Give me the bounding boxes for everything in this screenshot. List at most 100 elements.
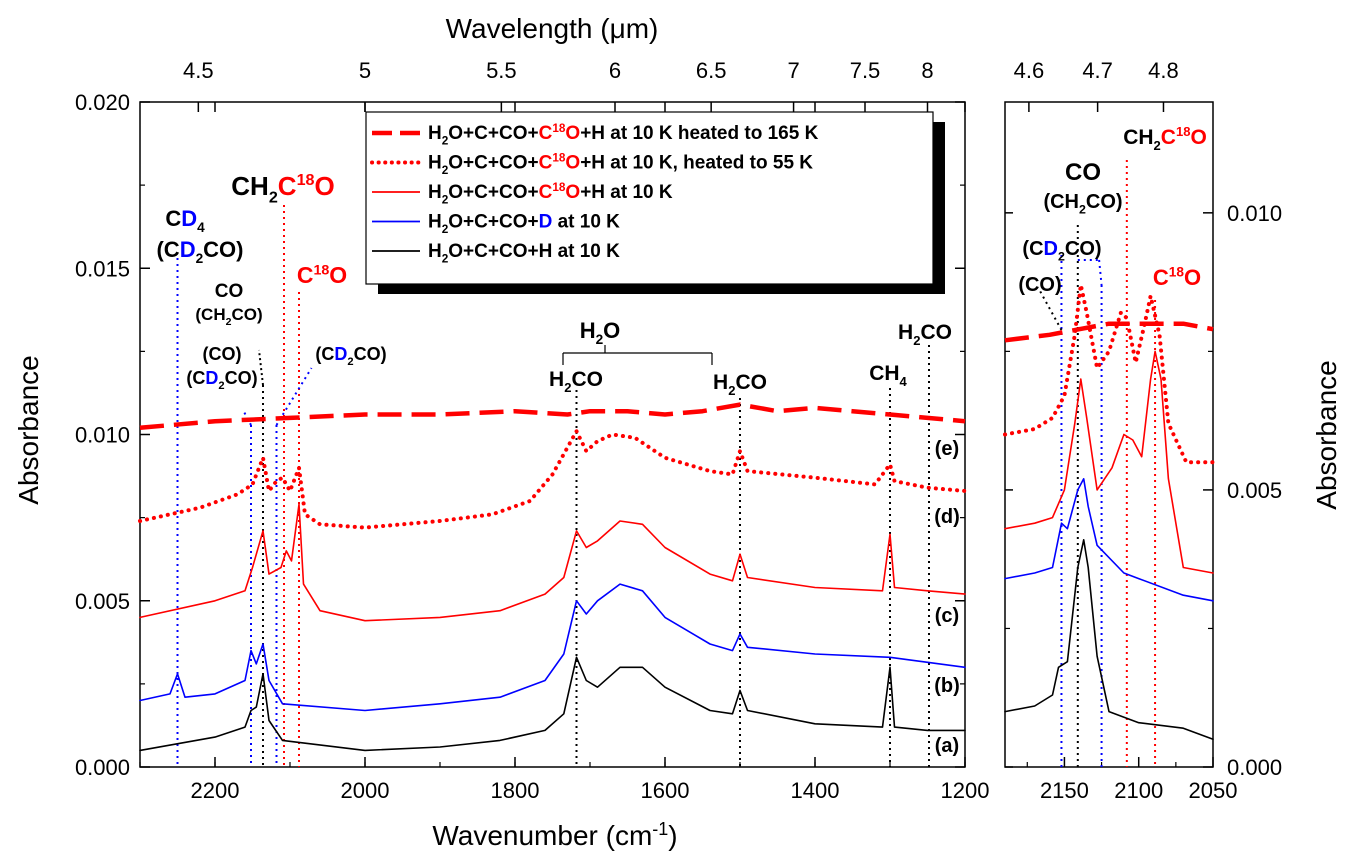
annotation-part: 18	[552, 181, 566, 194]
annotation-part: D	[539, 212, 553, 233]
annotation-part: 4	[197, 220, 205, 235]
series-d-line-inset	[1003, 282, 1215, 465]
top-tick-label: 4.5	[183, 58, 214, 83]
annotation-part: 18	[552, 151, 566, 164]
annotation-part: 2	[564, 380, 571, 395]
cd2co-label-inset: (CD2​CO)	[1022, 238, 1101, 264]
annotation-part: 2	[728, 383, 735, 398]
top-tick-label: 6	[609, 58, 621, 83]
annotation-part: H	[428, 212, 442, 233]
annotation-part: CO)	[231, 305, 262, 324]
annotation-part: 2	[226, 316, 232, 328]
annotation-part: C	[165, 206, 181, 231]
top-tick-label: 5	[359, 58, 371, 83]
h2co-label: H2​CO	[713, 371, 767, 398]
ch2c18o-label: CH2​C18​O	[231, 171, 334, 206]
ch4-label: CH4​	[869, 362, 907, 389]
annotation-part: D	[334, 344, 347, 364]
annotation-part: O+C+CO+	[448, 123, 538, 144]
annotation-part: CH	[1123, 126, 1153, 149]
curve-label: (a)	[935, 735, 959, 757]
ch2c18o-label-inset: CH2​C18​O	[1123, 124, 1207, 153]
top-tick-label: 8	[921, 58, 933, 83]
series-e-line	[139, 402, 966, 431]
annotation-part: 18	[297, 171, 315, 189]
co-paren-label-inset: (CO)	[1018, 274, 1061, 296]
annotation-part: 2	[442, 193, 449, 206]
co-label-inset: CO	[1065, 159, 1101, 186]
annotation-part: O	[565, 182, 580, 203]
curve-label: (d)	[934, 506, 960, 528]
annotation-part: 2	[596, 332, 604, 347]
top-tick-label: 4.8	[1148, 58, 1179, 83]
annotation-part: C	[297, 262, 314, 288]
annotation-part: C	[1161, 126, 1176, 149]
y-axis-title-left: Absorbance	[13, 355, 44, 504]
annotation-part: (C	[186, 368, 205, 388]
y-tick-label: 0.000	[75, 755, 130, 780]
y-tick-label: 0.010	[75, 423, 130, 448]
annotation-part: 2	[442, 252, 449, 265]
annotation-part: 2	[442, 164, 449, 177]
x-tick-label: 1600	[641, 778, 690, 803]
annotation-part: (C	[315, 344, 334, 364]
annotation-part: C	[539, 123, 553, 144]
series-c-line	[139, 503, 966, 622]
x-tick-label: 2200	[191, 778, 240, 803]
annotation-part: CO)	[225, 368, 258, 388]
cd2co-connector	[275, 367, 313, 426]
annotation-part: CH	[231, 171, 269, 201]
annotation-part: C	[539, 182, 553, 203]
annotation-part: H	[580, 318, 596, 343]
series-e-line-inset	[1004, 321, 1214, 343]
cd2co-label: (CD2​CO)	[315, 344, 386, 368]
curve-label: (b)	[934, 675, 960, 697]
annotation-part: (C	[156, 237, 179, 262]
annotation-part: O+C+CO+	[448, 153, 538, 174]
series-d-line	[138, 429, 967, 530]
annotation-part: O	[1184, 265, 1201, 290]
x-tick-label: 2000	[341, 778, 390, 803]
c18o-label: C18​O	[297, 262, 347, 288]
annotation-part: at 10 K	[552, 212, 620, 233]
annotation-part: 2	[347, 356, 353, 368]
curve-label: (e)	[935, 438, 959, 460]
annotation-part: CO	[920, 321, 952, 344]
c18o-label-inset: C18​O	[1153, 265, 1201, 290]
annotation-part: O+C+CO+H at 10 K	[448, 241, 620, 262]
annotation-part: +H at 10 K	[580, 182, 673, 203]
annotation-part: D	[205, 368, 218, 388]
y-tick-label: 0.010	[1227, 201, 1282, 226]
annotation-part: CO	[571, 368, 603, 391]
curve-label: (c)	[935, 605, 959, 627]
annotation-part: 2	[1079, 203, 1086, 217]
legend-entry: H2​O+C+CO+H at 10 K	[428, 241, 620, 265]
annotation-part: CO)	[354, 344, 387, 364]
legend-box	[365, 111, 934, 285]
x-tick-label: 2050	[1189, 778, 1238, 803]
annotation-part: 18	[313, 262, 329, 278]
annotation-part: 2	[913, 333, 920, 348]
legend-entry: H2​O+C+CO+C18​O+H at 10 K, heated to 55 …	[428, 151, 813, 177]
cd2co-connector-inset	[1098, 259, 1103, 286]
annotation-part: O	[329, 262, 347, 288]
legend-entry: H2​O+C+CO+D at 10 K	[428, 212, 620, 236]
annotation-part: D	[180, 237, 196, 262]
annotation-part: H	[428, 153, 442, 174]
x-axis-title: Wavenumber (cm-1)	[432, 819, 677, 851]
annotation-part: O	[315, 171, 335, 201]
cd4-label: CD4​	[165, 206, 205, 235]
x-tick-label: 1200	[941, 778, 990, 803]
series-a-line	[139, 656, 966, 752]
annotation-part: 2	[442, 223, 449, 236]
annotation-part: O	[565, 153, 580, 174]
y-tick-label: 0.005	[1227, 478, 1282, 503]
top-axis-title: Wavelength (μm)	[446, 13, 659, 44]
annotation-part: O	[1190, 126, 1206, 149]
annotation-part: (CH	[195, 305, 225, 324]
top-tick-label: 7.5	[850, 58, 881, 83]
top-tick-label: 6.5	[696, 58, 727, 83]
y-tick-label: 0.005	[75, 589, 130, 614]
annotation-part: O	[603, 318, 620, 343]
